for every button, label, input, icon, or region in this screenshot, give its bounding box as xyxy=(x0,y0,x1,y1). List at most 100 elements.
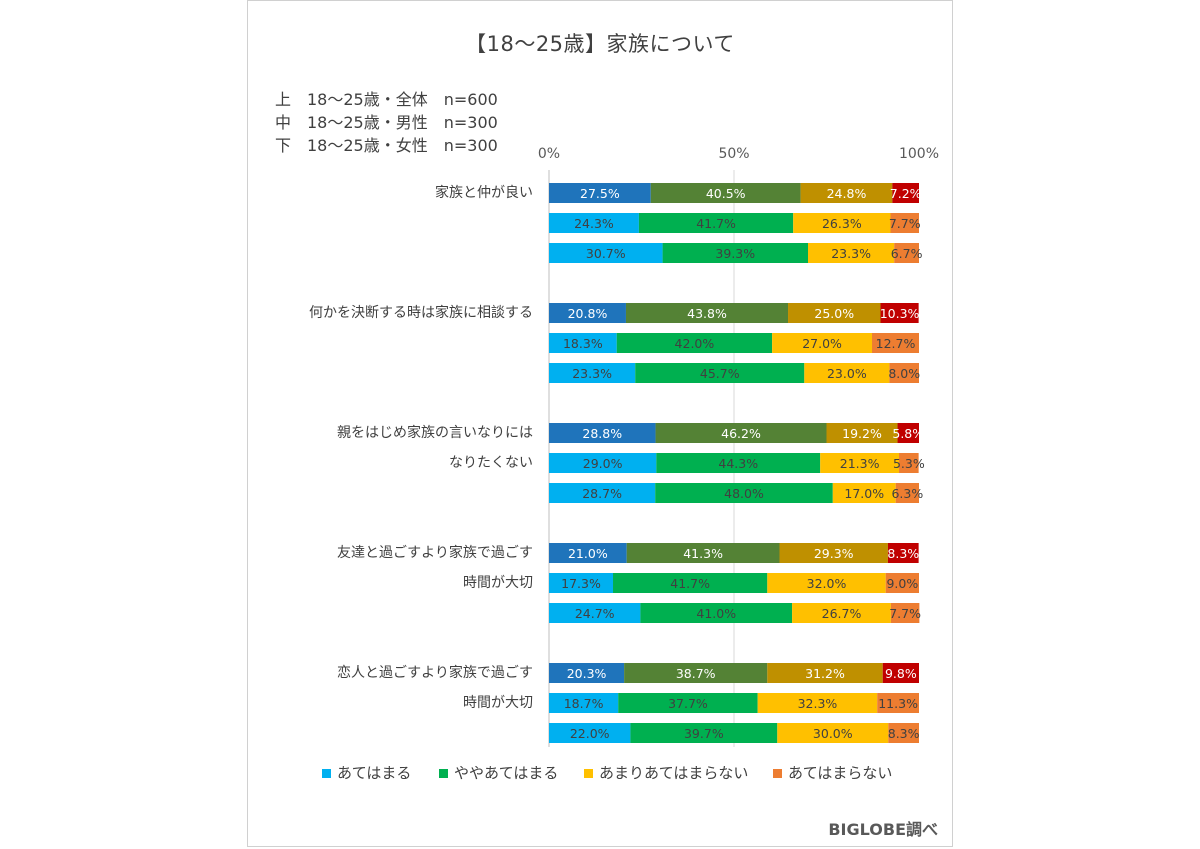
sample-note-overall: 上 18～25歳・全体 n=600 xyxy=(275,90,498,109)
x-tick-label: 50% xyxy=(718,146,749,162)
source-credit: BIGLOBE調べ xyxy=(828,820,938,839)
data-label: 41.7% xyxy=(670,576,710,591)
bar-segment xyxy=(882,663,919,683)
bar-segment xyxy=(887,543,919,563)
bar-segment xyxy=(889,363,919,383)
data-label: 11.3% xyxy=(878,696,918,711)
data-label: 43.8% xyxy=(687,306,727,321)
data-label: 8.3% xyxy=(888,726,920,741)
bar-segment xyxy=(872,333,919,353)
data-label: 5.8% xyxy=(892,426,924,441)
bar-segment xyxy=(826,423,898,443)
bar-segment xyxy=(549,483,656,503)
data-label: 19.2% xyxy=(842,426,882,441)
bar-segment xyxy=(757,693,878,713)
data-label: 38.7% xyxy=(676,666,716,681)
data-label: 6.7% xyxy=(891,246,923,261)
bar-segment xyxy=(800,183,893,203)
data-label: 20.3% xyxy=(567,666,607,681)
data-label: 31.2% xyxy=(805,666,845,681)
bar-segment xyxy=(624,663,768,683)
sample-note-male: 中 18～25歳・男性 n=300 xyxy=(275,113,498,132)
bar-segment xyxy=(630,723,778,743)
data-label: 23.3% xyxy=(831,246,871,261)
bar-segment xyxy=(832,483,896,503)
sample-note-female: 下 18～25歳・女性 n=300 xyxy=(275,136,498,155)
data-label: 41.3% xyxy=(683,546,723,561)
legend-swatch xyxy=(773,769,782,778)
x-tick-label: 0% xyxy=(538,146,560,162)
bar-segment xyxy=(655,483,833,503)
bar-segment xyxy=(549,663,625,683)
legend-label: ややあてはまる xyxy=(454,764,558,782)
legend-label: あまりあてはまらない xyxy=(599,764,748,782)
legend-label: あてはまる xyxy=(337,764,411,782)
data-label: 32.3% xyxy=(798,696,838,711)
bar-segment xyxy=(635,363,805,383)
bar-segment xyxy=(793,213,891,233)
bar-segment xyxy=(767,573,886,593)
bar-segment xyxy=(894,243,919,263)
bar-segment xyxy=(777,723,889,743)
data-label: 26.3% xyxy=(822,216,862,231)
bar-segment xyxy=(625,303,789,323)
data-label: 22.0% xyxy=(570,726,610,741)
data-label: 18.7% xyxy=(564,696,604,711)
category-label: 何かを決断する時は家族に相談する xyxy=(309,304,533,321)
bar-segment xyxy=(549,213,639,233)
category-label: 親をはじめ家族の言いなりには xyxy=(337,424,533,441)
data-label: 29.3% xyxy=(814,546,854,561)
data-label: 18.3% xyxy=(563,336,603,351)
bar-segment xyxy=(549,243,663,263)
category-label: 時間が大切 xyxy=(463,695,533,711)
bar-segment xyxy=(885,573,919,593)
bar-segment xyxy=(549,423,656,443)
bar-segment xyxy=(897,423,919,443)
bar-segment xyxy=(549,573,614,593)
data-label: 32.0% xyxy=(807,576,847,591)
bar-segment xyxy=(549,183,651,203)
data-label: 23.3% xyxy=(572,366,612,381)
legend-label: あてはまらない xyxy=(788,764,892,782)
data-label: 44.3% xyxy=(718,456,758,471)
bar-segment xyxy=(638,213,794,233)
data-label: 12.7% xyxy=(876,336,916,351)
bar-segment xyxy=(662,243,808,263)
data-label: 23.0% xyxy=(827,366,867,381)
bar-segment xyxy=(626,543,780,563)
bar-segment xyxy=(549,333,617,353)
data-label: 41.0% xyxy=(696,606,736,621)
data-label: 24.7% xyxy=(575,606,615,621)
bar-segment xyxy=(877,693,919,713)
bar-segment xyxy=(808,243,895,263)
data-label: 45.7% xyxy=(700,366,740,381)
bar-segment xyxy=(890,603,920,623)
bar-segment xyxy=(549,453,657,473)
category-label: なりたくない xyxy=(449,455,533,471)
data-label: 42.0% xyxy=(675,336,715,351)
data-label: 27.5% xyxy=(580,186,620,201)
bar-segment xyxy=(650,183,801,203)
bar-segment xyxy=(656,453,821,473)
data-label: 5.3% xyxy=(893,456,925,471)
data-label: 10.3% xyxy=(880,306,920,321)
bar-segment xyxy=(549,603,641,623)
data-label: 17.3% xyxy=(561,576,601,591)
bar-segment xyxy=(804,363,890,383)
chart-title: 【18～25歳】家族について xyxy=(465,32,735,56)
bar-segment xyxy=(779,543,888,563)
legend-swatch xyxy=(584,769,593,778)
data-label: 8.0% xyxy=(888,366,920,381)
bar-segment xyxy=(616,333,773,353)
data-label: 21.3% xyxy=(840,456,880,471)
legend-swatch xyxy=(322,769,331,778)
bar-segment xyxy=(892,183,919,203)
data-label: 20.8% xyxy=(568,306,608,321)
data-label: 28.7% xyxy=(582,486,622,501)
data-label: 24.8% xyxy=(827,186,867,201)
bar-segment xyxy=(618,693,758,713)
data-label: 29.0% xyxy=(583,456,623,471)
bar-segment xyxy=(792,603,891,623)
bar-segment xyxy=(890,213,919,233)
